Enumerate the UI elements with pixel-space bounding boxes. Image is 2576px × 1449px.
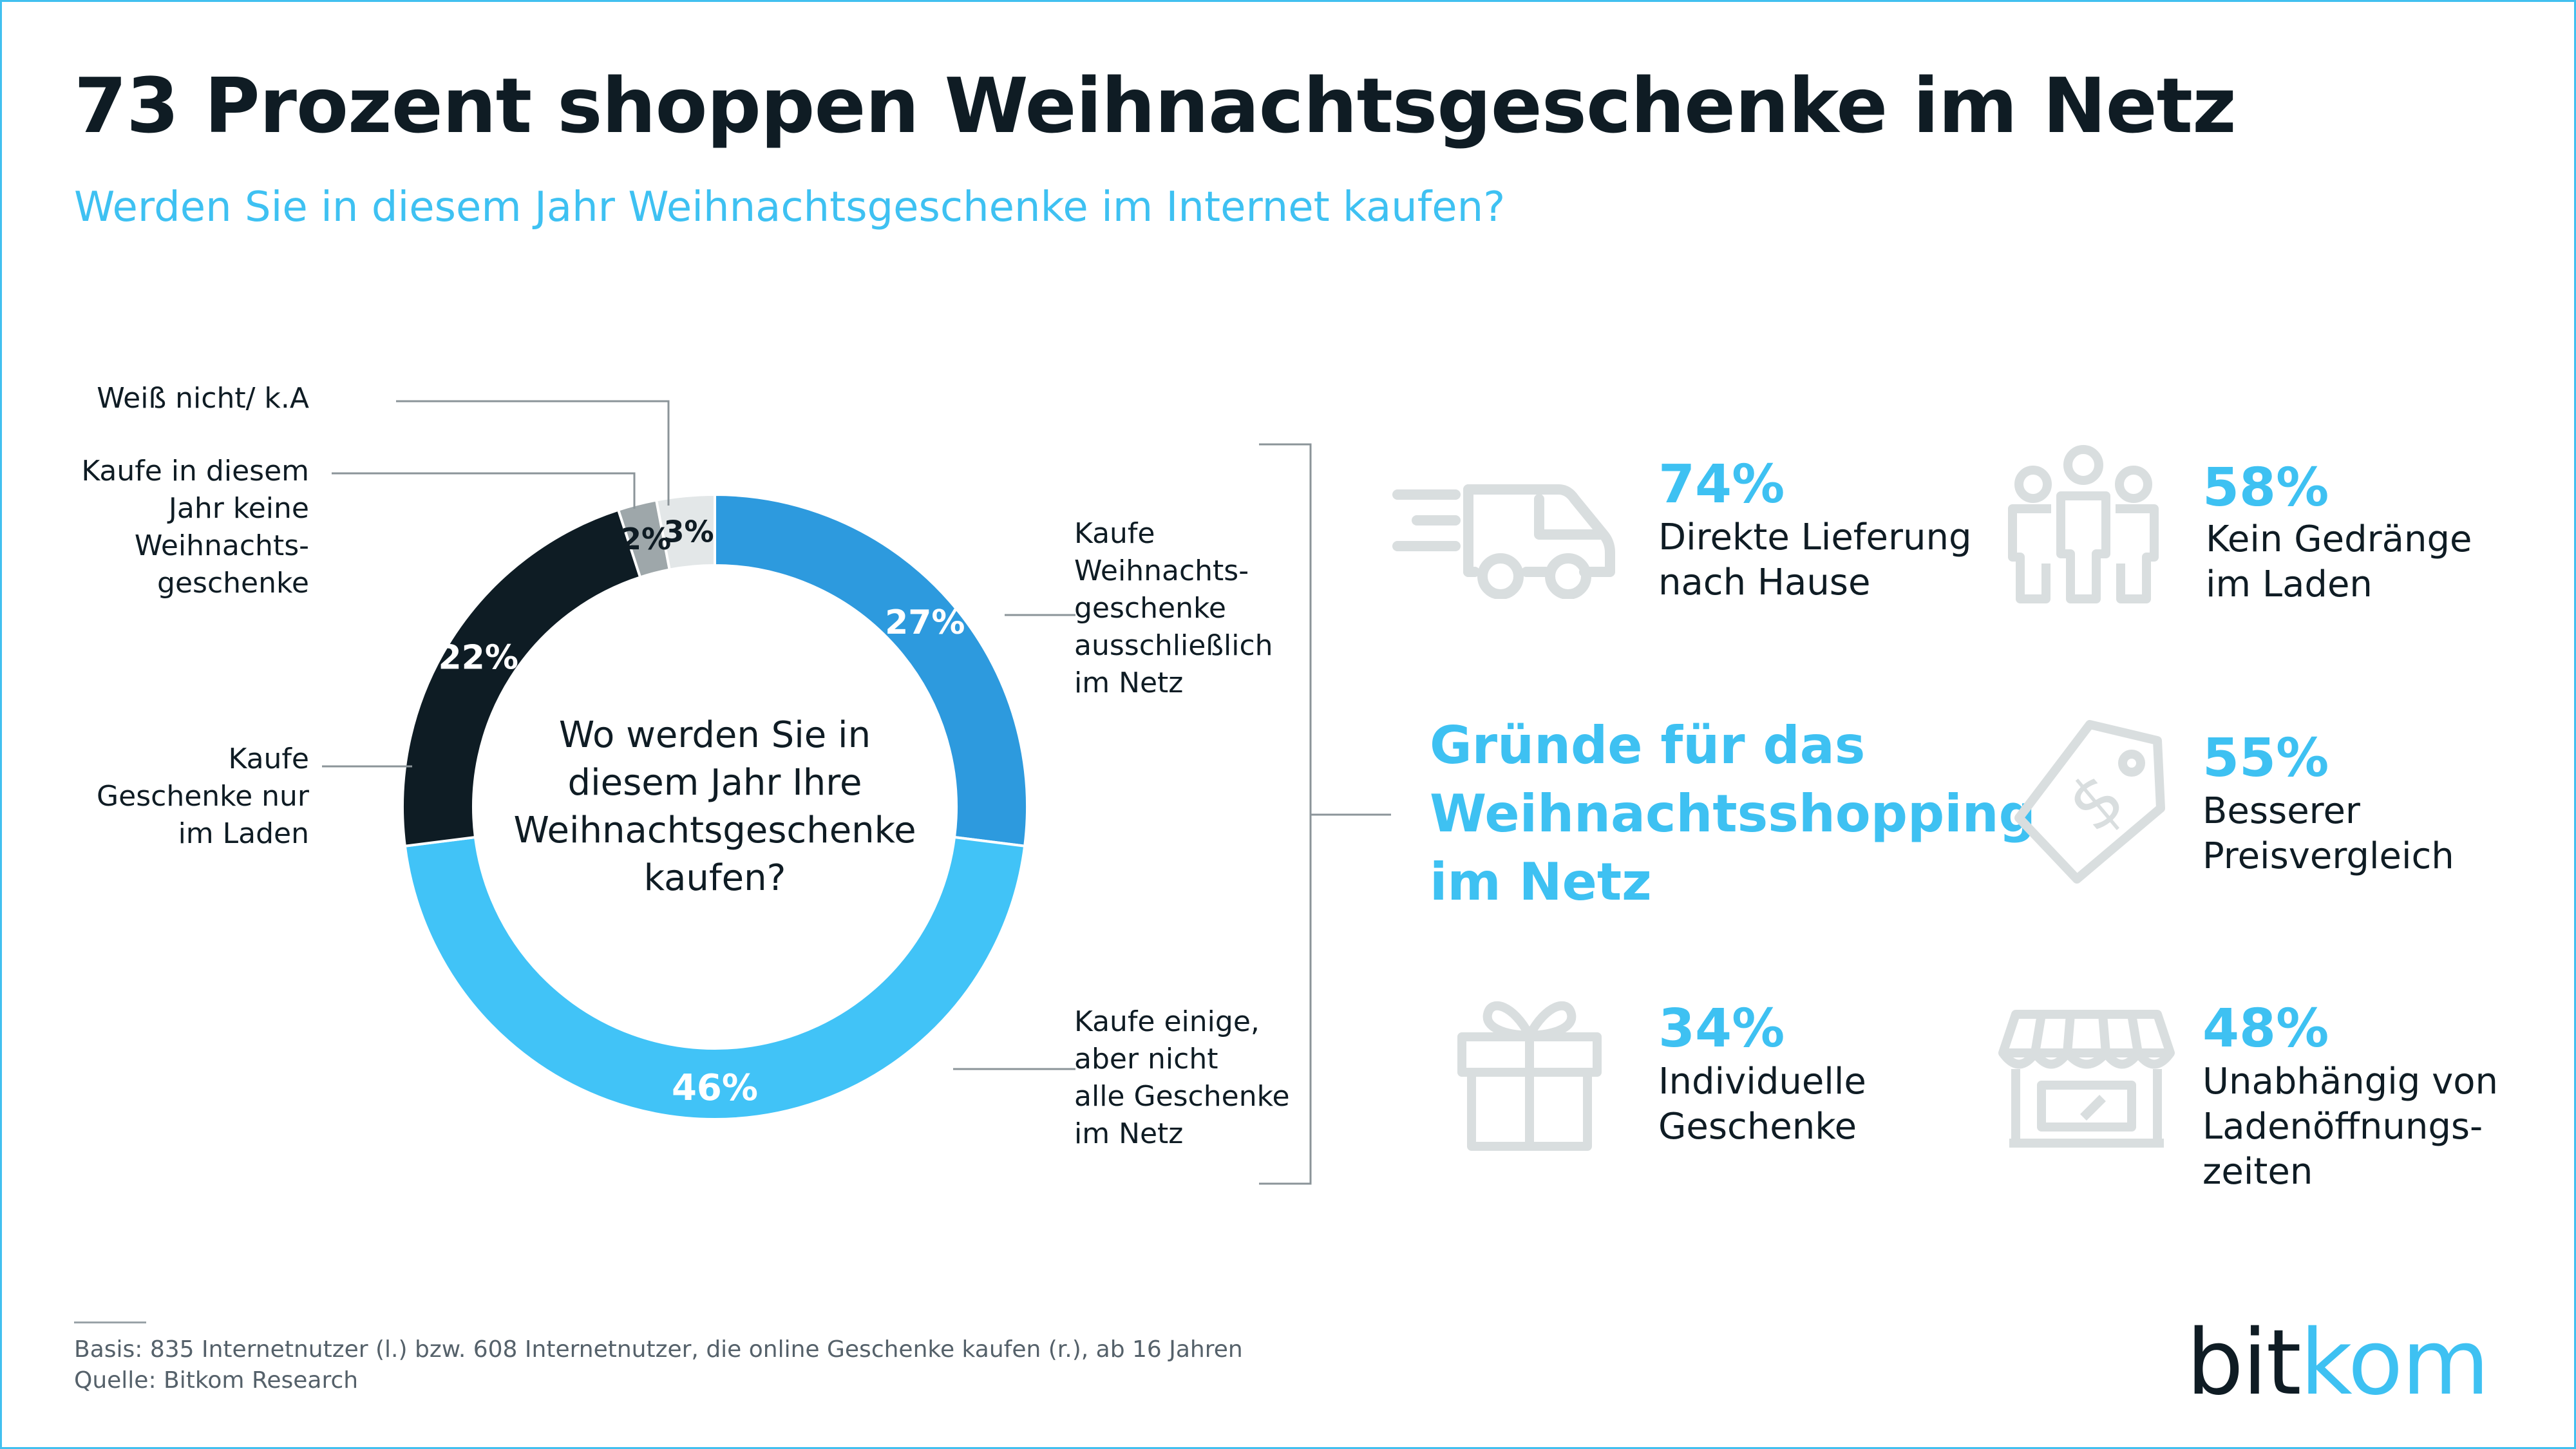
footer-source: Quelle: Bitkom Research — [74, 1367, 359, 1394]
slice-some-online — [403, 835, 1027, 1121]
page-subtitle: Werden Sie in diesem Jahr Weihnachtsgesc… — [74, 184, 1506, 231]
reason-desc-line: Preisvergleich — [2202, 835, 2454, 877]
reasons-title-line: Gründe für das — [1430, 715, 1866, 775]
slice-some-online-value-label: 46% — [672, 1067, 758, 1109]
slice-online-only — [714, 493, 1028, 848]
label-line: Jahr keine — [168, 492, 309, 525]
reason-desc-delivery: Direkte Lieferung nach Hause — [1658, 515, 1972, 605]
reason-desc-hours: Unabhängig von Ladenöffnungs- zeiten — [2202, 1059, 2498, 1195]
reason-desc-line: nach Hause — [1658, 562, 1871, 603]
label-line: geschenke — [157, 567, 309, 600]
label-line: Kaufe in diesem — [81, 455, 309, 488]
label-line: Kaufe — [1074, 517, 1155, 550]
logo-part-kom: kom — [2300, 1311, 2490, 1416]
reason-desc-gifts: Individuelle Geschenke — [1658, 1059, 1866, 1150]
bitkom-logo: bitkom — [2186, 1311, 2490, 1416]
reason-pct-crowd: 58% — [2202, 457, 2329, 518]
footer-basis: Basis: 835 Internetnutzer (l.) bzw. 608 … — [74, 1336, 1243, 1363]
label-store-only: Kaufe Geschenke nur im Laden — [97, 741, 309, 853]
center-question-line: Weihnachtsgeschenke — [513, 810, 916, 851]
leader-lines — [322, 400, 1391, 1185]
label-no-gifts: Kaufe in diesem Jahr keine Weihnachts- g… — [81, 453, 309, 602]
label-line: Weihnachts- — [134, 529, 309, 562]
label-line: aber nicht — [1074, 1043, 1218, 1075]
price-tag-icon: $ — [2014, 720, 2165, 884]
label-line: Weihnachts- — [1074, 554, 1249, 587]
reason-desc-line: Ladenöffnungs- — [2202, 1106, 2483, 1148]
slice-dont-know-value-label: 3% — [663, 514, 714, 549]
people-crowd-icon — [2008, 445, 2159, 603]
slice-no-gifts-value-label: 2% — [621, 522, 671, 556]
center-question-line: diesem Jahr Ihre — [567, 762, 862, 804]
center-question-line: Wo werden Sie in — [558, 714, 871, 756]
leader-line-dont-know — [396, 400, 670, 506]
reason-desc-price: Besserer Preisvergleich — [2202, 789, 2454, 879]
page-title: 73 Prozent shoppen Weihnachtsgeschenke i… — [74, 61, 2237, 150]
footer-divider — [74, 1321, 146, 1323]
logo-part-bit: bit — [2186, 1311, 2302, 1416]
label-online-only: Kaufe Weihnachts- geschenke ausschließli… — [1074, 515, 1273, 702]
reason-desc-line: Geschenke — [1658, 1106, 1857, 1148]
reason-pct-gifts: 34% — [1658, 998, 1785, 1059]
label-line: alle Geschenke — [1074, 1080, 1290, 1113]
reason-desc-line: im Laden — [2206, 564, 2372, 605]
reason-pct-delivery: 74% — [1658, 454, 1785, 515]
reason-desc-crowd: Kein Gedränge im Laden — [2206, 517, 2472, 607]
delivery-truck-icon — [1392, 484, 1615, 599]
leader-line-no-gifts — [332, 472, 636, 509]
label-line: im Netz — [1074, 667, 1184, 699]
reason-desc-line: Besserer — [2202, 790, 2360, 832]
slice-dont-know — [654, 493, 716, 571]
slice-online-only-value-label: 27% — [885, 603, 965, 642]
reason-desc-line: zeiten — [2202, 1151, 2313, 1193]
label-line: im Laden — [178, 817, 309, 850]
reason-pct-price: 55% — [2202, 728, 2329, 789]
label-line: ausschließlich — [1074, 629, 1273, 662]
label-line: im Netz — [1074, 1117, 1184, 1150]
slice-store-only-value-label: 22% — [438, 639, 518, 677]
label-line: Kaufe — [228, 743, 310, 775]
label-line: Kaufe einige, — [1074, 1005, 1260, 1038]
reason-desc-line: Direkte Lieferung — [1658, 516, 1972, 558]
reason-desc-line: Kein Gedränge — [2206, 518, 2472, 560]
label-line: Weiß nicht/ k.A — [97, 382, 309, 415]
label-some-online: Kaufe einige, aber nicht alle Geschenke … — [1074, 1003, 1290, 1153]
reason-desc-line: Unabhängig von — [2202, 1061, 2498, 1103]
gift-box-icon — [1457, 1001, 1602, 1151]
reasons-title-line: Weihnachtsshopping — [1430, 784, 2036, 844]
label-line: Geschenke nur — [97, 780, 309, 813]
reasons-title: Gründe für das Weihnachtsshopping im Net… — [1430, 712, 2036, 916]
reasons-title-line: im Netz — [1430, 852, 1652, 912]
storefront-icon — [1998, 1010, 2175, 1148]
donut-center-question: Wo werden Sie in diesem Jahr Ihre Weihna… — [489, 712, 940, 902]
label-dont-know: Weiß nicht/ k.A — [97, 380, 309, 417]
reason-desc-line: Individuelle — [1658, 1061, 1866, 1103]
center-question-line: kaufen? — [643, 857, 786, 899]
reason-pct-hours: 48% — [2202, 998, 2329, 1059]
label-line: geschenke — [1074, 592, 1226, 625]
